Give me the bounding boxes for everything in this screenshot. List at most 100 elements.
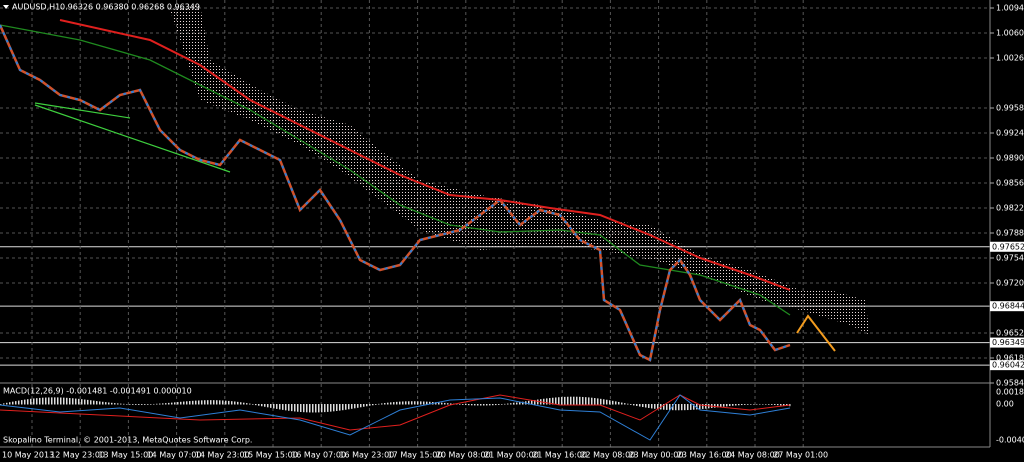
macd-bar bbox=[129, 404, 131, 405]
macd-bar bbox=[228, 400, 230, 405]
macd-bar bbox=[657, 404, 659, 410]
macd-bar bbox=[735, 404, 737, 406]
macd-bar bbox=[678, 404, 680, 411]
macd-bar bbox=[321, 404, 323, 413]
macd-bar bbox=[318, 404, 320, 413]
price-label: 1.00600 bbox=[996, 29, 1024, 38]
macd-bar bbox=[699, 404, 701, 410]
macd-bar bbox=[216, 400, 218, 405]
macd-bar bbox=[252, 404, 254, 405]
macd-bar bbox=[132, 404, 134, 405]
macd-bar bbox=[90, 400, 92, 405]
trend-line bbox=[34, 104, 231, 173]
macd-bar bbox=[750, 404, 752, 405]
macd-bar bbox=[768, 404, 770, 405]
macd-bar bbox=[255, 404, 257, 406]
macd-bar bbox=[111, 402, 113, 405]
macd-bar bbox=[153, 403, 155, 405]
macd-title: MACD(12,26,9) -0.001481 -0.001491 0.0000… bbox=[3, 387, 192, 396]
macd-bar bbox=[642, 404, 644, 408]
macd-bar bbox=[21, 400, 23, 405]
macd-bar bbox=[339, 404, 341, 411]
time-label: 27 May 01:00 bbox=[773, 451, 828, 460]
time-label: 21 May 16:00 bbox=[532, 451, 587, 460]
macd-bar bbox=[78, 398, 80, 405]
macd-bar bbox=[462, 404, 464, 405]
macd-bar bbox=[183, 401, 185, 405]
price-candles bbox=[0, 24, 791, 362]
macd-bar bbox=[207, 400, 209, 405]
macd-bar bbox=[159, 403, 161, 405]
macd-bar bbox=[408, 401, 410, 405]
macd-bar bbox=[441, 402, 443, 405]
macd-bar bbox=[630, 404, 632, 405]
macd-bar bbox=[126, 404, 128, 405]
macd-bar bbox=[663, 404, 665, 410]
macd-bar bbox=[585, 397, 587, 405]
macd-bar bbox=[243, 402, 245, 405]
macd-bar bbox=[273, 404, 275, 409]
macd-bar bbox=[189, 401, 191, 405]
macd-bar bbox=[624, 403, 626, 405]
macd-bar bbox=[105, 402, 107, 405]
macd-bar bbox=[726, 404, 728, 407]
macd-bar bbox=[777, 404, 779, 406]
macd-bar bbox=[36, 398, 38, 405]
macd-bar bbox=[405, 401, 407, 405]
macd-bar bbox=[423, 401, 425, 405]
macd-bar bbox=[606, 399, 608, 405]
macd-bar bbox=[693, 404, 695, 410]
time-label: 23 May 16:00 bbox=[677, 451, 732, 460]
macd-bar bbox=[744, 404, 746, 405]
macd-bar bbox=[375, 404, 377, 405]
macd-bar bbox=[609, 400, 611, 405]
macd-bar bbox=[123, 403, 125, 405]
macd-bar bbox=[687, 404, 689, 411]
macd-bar bbox=[393, 402, 395, 405]
macd-bar bbox=[444, 402, 446, 405]
level-label: 0.96349 bbox=[992, 338, 1024, 347]
level-label: 0.97652 bbox=[992, 242, 1024, 251]
macd-bar bbox=[210, 400, 212, 405]
macd-bar bbox=[426, 401, 428, 405]
macd-bar bbox=[567, 396, 569, 405]
macd-bar bbox=[150, 404, 152, 405]
macd-bar bbox=[165, 403, 167, 405]
macd-bar bbox=[558, 397, 560, 405]
macd-bar bbox=[198, 400, 200, 405]
macd-bar bbox=[483, 404, 485, 406]
macd-bar bbox=[135, 404, 137, 405]
macd-bar bbox=[93, 400, 95, 405]
macd-bar bbox=[720, 404, 722, 408]
time-label: 16 May 07:00 bbox=[291, 451, 346, 460]
macd-bar bbox=[51, 397, 53, 405]
macd-bar bbox=[33, 398, 35, 405]
macd-bar bbox=[294, 404, 296, 412]
macd-bar bbox=[477, 404, 479, 406]
macd-bar bbox=[576, 396, 578, 405]
macd-bar bbox=[186, 401, 188, 405]
macd-label: 0.00 bbox=[996, 400, 1014, 409]
macd-bar bbox=[480, 404, 482, 406]
macd-bar bbox=[399, 401, 401, 405]
macd-bar bbox=[438, 402, 440, 405]
macd-bar bbox=[738, 404, 740, 406]
macd-bar bbox=[465, 404, 467, 406]
macd-bar bbox=[783, 404, 785, 406]
level-box bbox=[990, 337, 1024, 348]
macd-bar bbox=[270, 404, 272, 408]
macd-bar bbox=[381, 403, 383, 405]
green-ma bbox=[0, 24, 791, 316]
time-label: 10 May 2013 bbox=[2, 451, 54, 460]
macd-bar bbox=[324, 404, 326, 413]
macd-bar bbox=[204, 400, 206, 405]
macd-bar bbox=[87, 399, 89, 405]
macd-bar bbox=[516, 402, 518, 405]
time-label: 23 May 00:00 bbox=[629, 451, 684, 460]
macd-bar bbox=[741, 404, 743, 406]
macd-bar bbox=[312, 404, 314, 413]
level-label: 0.96844 bbox=[992, 302, 1024, 311]
macd-bar bbox=[759, 403, 761, 405]
macd-bar bbox=[717, 404, 719, 408]
